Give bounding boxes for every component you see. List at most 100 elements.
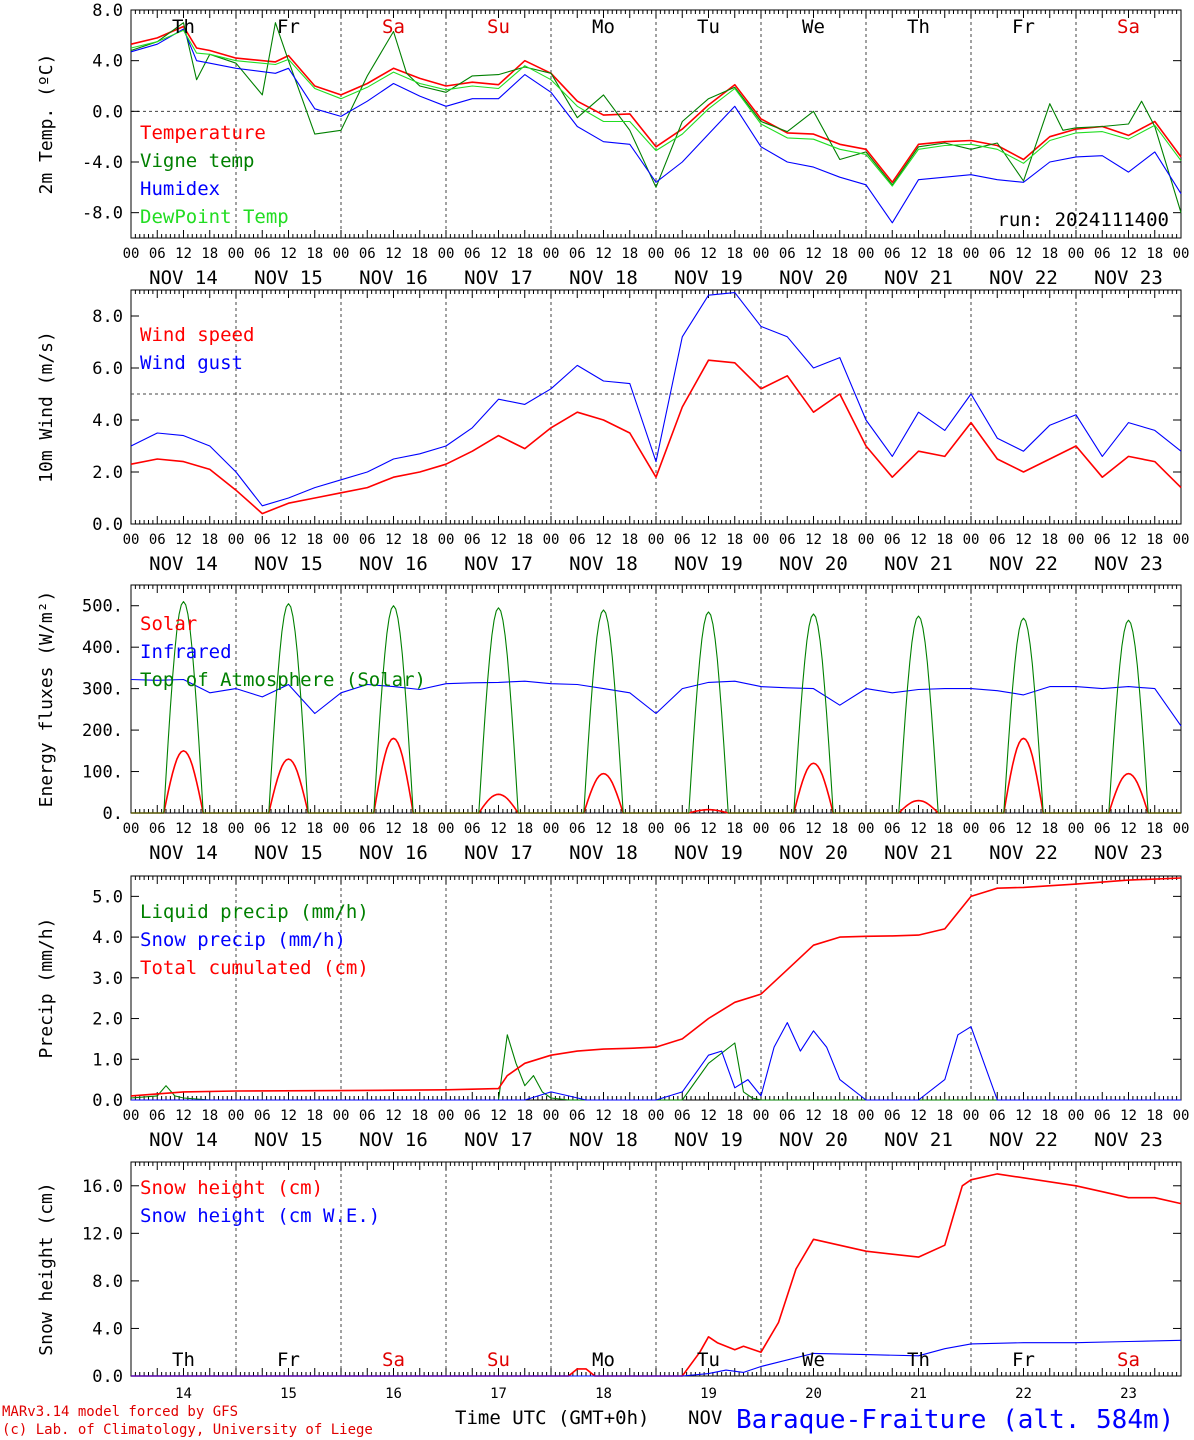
y-tick-label: 6.0 bbox=[92, 359, 123, 379]
date-label: NOV 15 bbox=[254, 1129, 323, 1151]
hour-label: 18 bbox=[621, 246, 638, 262]
y-tick-label: 100. bbox=[82, 763, 123, 783]
legend-entry: Wind speed bbox=[140, 324, 254, 346]
hour-label: 12 bbox=[910, 821, 927, 837]
y-tick-label: 0.0 bbox=[92, 102, 123, 122]
hour-label: 12 bbox=[910, 246, 927, 262]
date-label: NOV 14 bbox=[149, 1129, 218, 1151]
day-name: We bbox=[802, 1349, 825, 1371]
hour-label: 00 bbox=[858, 1108, 875, 1124]
hour-label: 12 bbox=[1120, 246, 1137, 262]
hour-label: 12 bbox=[1015, 1108, 1032, 1124]
hour-label: 18 bbox=[1146, 1108, 1163, 1124]
y-axis-label: 2m Temp. (ºC) bbox=[36, 54, 57, 195]
bottom-day-number: 19 bbox=[700, 1386, 717, 1402]
hour-label: 00 bbox=[1173, 1108, 1190, 1124]
y-tick-label: 3.0 bbox=[92, 969, 123, 989]
hour-label: 00 bbox=[1173, 246, 1190, 262]
legend-entry: Temperature bbox=[140, 122, 266, 144]
hour-label: 06 bbox=[989, 821, 1006, 837]
legend-entry: Humidex bbox=[140, 178, 220, 200]
hour-label: 12 bbox=[700, 246, 717, 262]
hour-label: 18 bbox=[411, 532, 428, 548]
hour-label: 06 bbox=[254, 1108, 271, 1124]
hour-label: 18 bbox=[936, 246, 953, 262]
date-label: NOV 21 bbox=[884, 1129, 953, 1151]
bottom-day-number: 16 bbox=[385, 1386, 402, 1402]
hour-label: 12 bbox=[385, 532, 402, 548]
legend-entry: Snow height (cm W.E.) bbox=[140, 1205, 380, 1227]
hour-label: 18 bbox=[621, 532, 638, 548]
bottom-day-number: 18 bbox=[595, 1386, 612, 1402]
bottom-day-number: 15 bbox=[280, 1386, 297, 1402]
hour-label: 00 bbox=[333, 1108, 350, 1124]
date-label: NOV 22 bbox=[989, 1129, 1058, 1151]
hour-label: 12 bbox=[805, 532, 822, 548]
date-label: NOV 18 bbox=[569, 1129, 638, 1151]
hour-label: 12 bbox=[805, 1108, 822, 1124]
hour-label: 18 bbox=[621, 821, 638, 837]
hour-label: 12 bbox=[595, 246, 612, 262]
hour-label: 00 bbox=[543, 821, 560, 837]
date-label: NOV 19 bbox=[674, 553, 743, 575]
day-name: Mo bbox=[592, 16, 615, 38]
hour-label: 00 bbox=[543, 1108, 560, 1124]
date-label: NOV 16 bbox=[359, 1129, 428, 1151]
hour-label: 18 bbox=[516, 821, 533, 837]
bottom-month-label: NOV bbox=[688, 1407, 722, 1429]
y-axis-label: Energy fluxes (W/m²) bbox=[36, 591, 57, 808]
hour-label: 12 bbox=[385, 1108, 402, 1124]
hour-label: 18 bbox=[621, 1108, 638, 1124]
hour-label: 18 bbox=[936, 532, 953, 548]
hour-label: 00 bbox=[123, 821, 140, 837]
hour-label: 06 bbox=[569, 246, 586, 262]
hour-label: 18 bbox=[411, 246, 428, 262]
hour-label: 06 bbox=[569, 1108, 586, 1124]
hour-label: 00 bbox=[333, 821, 350, 837]
hour-label: 06 bbox=[674, 532, 691, 548]
series-line-3 bbox=[131, 601, 1181, 814]
hour-label: 00 bbox=[963, 532, 980, 548]
hour-label: 06 bbox=[149, 821, 166, 837]
hour-label: 06 bbox=[674, 1108, 691, 1124]
hour-label: 00 bbox=[123, 246, 140, 262]
day-name: Tu bbox=[697, 1349, 720, 1371]
legend-entry: Snow precip (mm/h) bbox=[140, 929, 346, 951]
series-line-1 bbox=[130, 1034, 1181, 1101]
hour-label: 06 bbox=[149, 1108, 166, 1124]
hour-label: 06 bbox=[254, 532, 271, 548]
hour-label: 18 bbox=[831, 532, 848, 548]
hour-label: 06 bbox=[1094, 821, 1111, 837]
hour-label: 18 bbox=[201, 532, 218, 548]
bottom-day-number: 20 bbox=[805, 1386, 822, 1402]
hour-label: 12 bbox=[700, 1108, 717, 1124]
hour-label: 18 bbox=[306, 821, 323, 837]
hour-label: 12 bbox=[280, 1108, 297, 1124]
hour-label: 00 bbox=[228, 246, 245, 262]
hour-label: 06 bbox=[779, 821, 796, 837]
hour-label: 12 bbox=[385, 246, 402, 262]
date-label: NOV 18 bbox=[569, 553, 638, 575]
date-label: NOV 18 bbox=[569, 267, 638, 289]
hour-label: 12 bbox=[910, 532, 927, 548]
hour-label: 18 bbox=[516, 532, 533, 548]
hour-label: 12 bbox=[1120, 821, 1137, 837]
hour-label: 00 bbox=[1068, 532, 1085, 548]
hour-label: 00 bbox=[1173, 532, 1190, 548]
hour-label: 18 bbox=[1041, 1108, 1058, 1124]
date-label: NOV 15 bbox=[254, 842, 323, 864]
day-name: Su bbox=[487, 1349, 510, 1371]
hour-label: 12 bbox=[280, 246, 297, 262]
hour-label: 12 bbox=[490, 246, 507, 262]
hour-label: 18 bbox=[831, 1108, 848, 1124]
y-tick-label: 0.0 bbox=[92, 1367, 123, 1387]
footer: Time UTC (GMT+0h) NOV Baraque-Fraiture (… bbox=[2, 1404, 1174, 1438]
date-label: NOV 20 bbox=[779, 267, 848, 289]
hour-label: 00 bbox=[543, 246, 560, 262]
date-label: NOV 19 bbox=[674, 1129, 743, 1151]
hour-label: 18 bbox=[936, 821, 953, 837]
hour-label: 06 bbox=[1094, 1108, 1111, 1124]
hour-label: 00 bbox=[648, 821, 665, 837]
hour-label: 00 bbox=[858, 246, 875, 262]
date-label: NOV 18 bbox=[569, 842, 638, 864]
